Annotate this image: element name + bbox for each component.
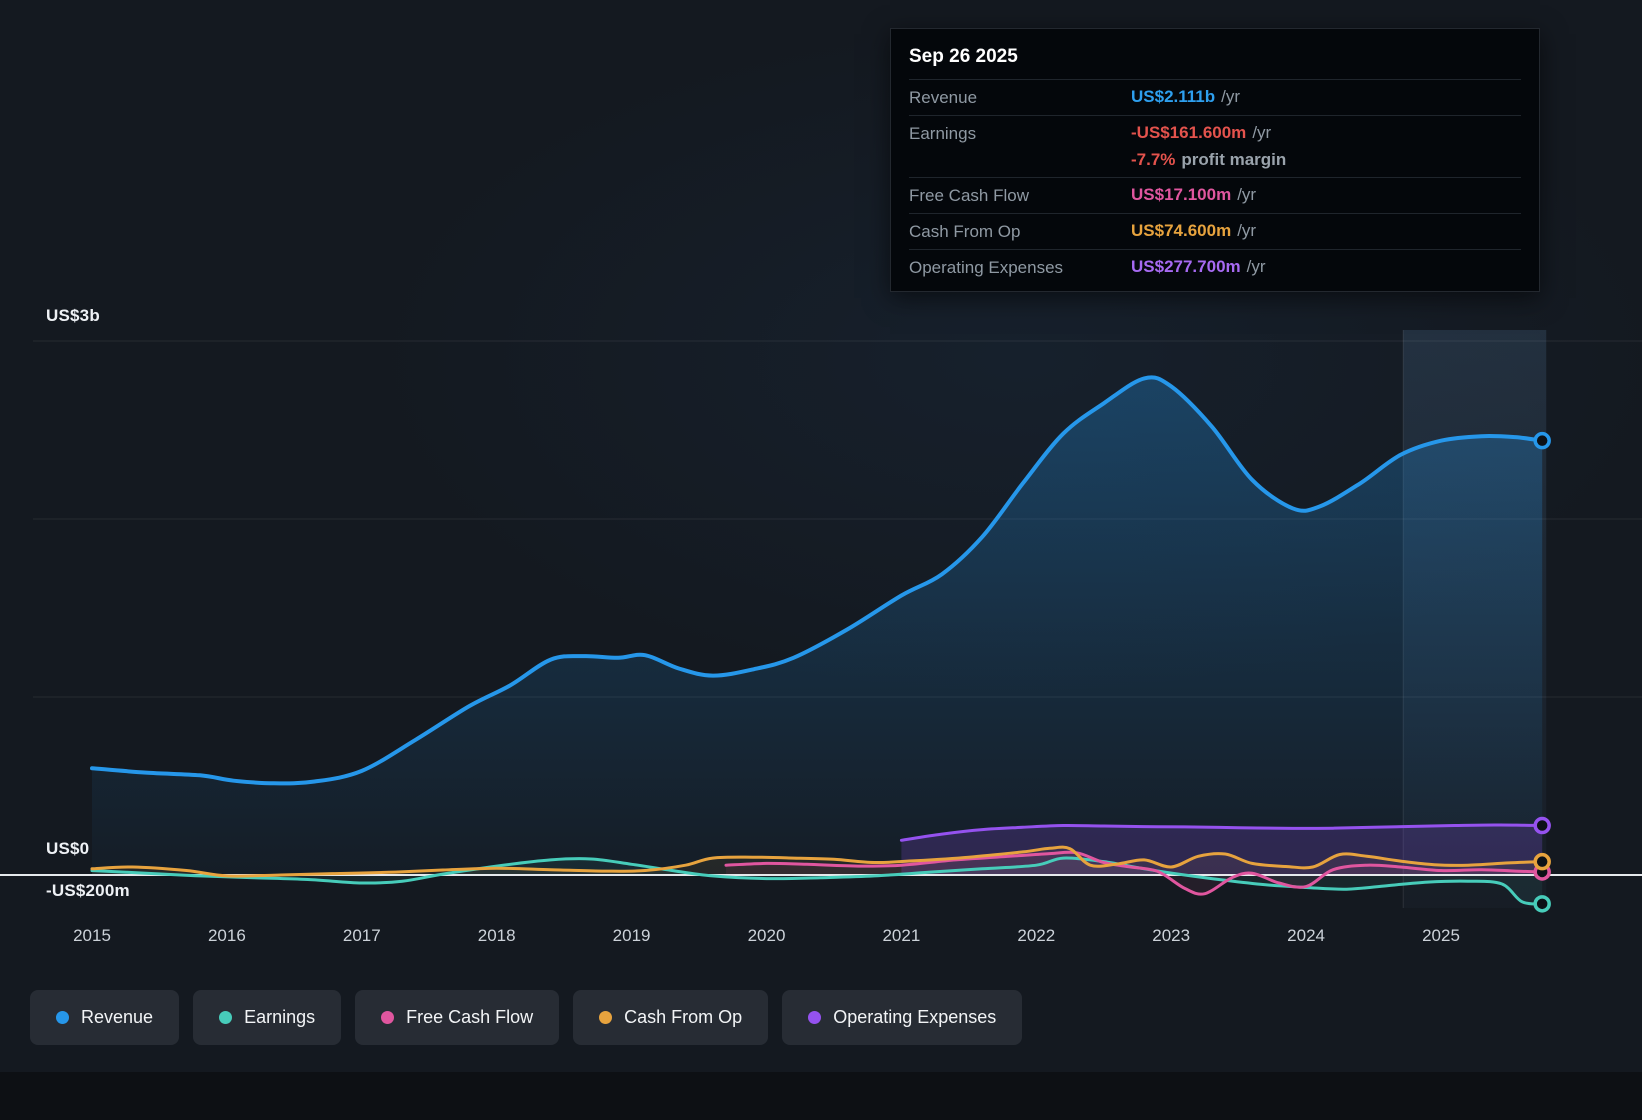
tooltip-sub-text: profit margin bbox=[1181, 150, 1287, 169]
tooltip-values: US$2.111b/yr bbox=[1131, 87, 1240, 107]
tooltip-value: US$277.700m bbox=[1131, 257, 1241, 276]
legend-item-free-cash-flow[interactable]: Free Cash Flow bbox=[355, 990, 560, 1045]
series-fills-layer bbox=[92, 377, 1543, 904]
tooltip-values: US$17.100m/yr bbox=[1131, 185, 1256, 205]
cash-from-op-line bbox=[90, 845, 1544, 878]
x-tick-2020: 2020 bbox=[747, 926, 786, 945]
x-tick-2015: 2015 bbox=[73, 926, 111, 945]
tooltip-value-suffix: /yr bbox=[1237, 221, 1257, 240]
series-lines-layer bbox=[90, 375, 1545, 906]
series-end-markers-layer bbox=[1533, 431, 1551, 913]
tooltip-label: Earnings bbox=[909, 124, 977, 143]
tooltip-row-revenue: Revenue US$2.111b/yr bbox=[909, 79, 1521, 115]
tooltip-row-free-cash-flow: Free Cash Flow US$17.100m/yr bbox=[909, 177, 1521, 213]
tooltip-value-suffix: /yr bbox=[1252, 123, 1272, 142]
revenue-area bbox=[92, 377, 1543, 875]
tooltip-values: US$74.600m/yr bbox=[1131, 221, 1256, 241]
x-axis: 2015 2016 2017 2018 2019 2020 2021 2022 2023 2024… bbox=[0, 926, 1642, 952]
tooltip-value: US$2.111b bbox=[1131, 87, 1216, 106]
tooltip-label: Free Cash Flow bbox=[909, 186, 1029, 205]
operating-expenses-end-marker[interactable] bbox=[1533, 816, 1551, 835]
tooltip-label: Revenue bbox=[909, 88, 978, 107]
x-tick-2025: 2025 bbox=[1422, 926, 1460, 945]
y-axis-label-zero: US$0 bbox=[46, 839, 90, 858]
x-tick-2017: 2017 bbox=[342, 926, 381, 945]
earnings-area bbox=[92, 858, 1543, 904]
tooltip-row-earnings: Earnings -US$161.600m/yr -7.7% profit margi… bbox=[909, 115, 1521, 177]
tooltip-value-suffix: /yr bbox=[1246, 257, 1266, 276]
x-tick-2019: 2019 bbox=[612, 926, 651, 945]
tooltip-values: US$277.700m/yr bbox=[1131, 257, 1266, 277]
y-axis-label-top: US$3b bbox=[46, 306, 100, 325]
tooltip-sub-value: -7.7% bbox=[1131, 150, 1176, 169]
x-tick-2018: 2018 bbox=[477, 926, 516, 945]
tooltip-date: Sep 26 2025 bbox=[909, 46, 1018, 67]
cash-from-op-legend-dot-icon bbox=[599, 1011, 613, 1024]
chart-legend: Revenue Earnings Free Cash Flow Cash From O… bbox=[30, 990, 1023, 1045]
tooltip-rows: Revenue US$2.111b/yr Earnings -US$161.600m /… bbox=[909, 79, 1521, 285]
earnings-end-marker[interactable] bbox=[1533, 895, 1551, 913]
x-tick-2023: 2023 bbox=[1152, 926, 1191, 945]
x-tick-2024: 2024 bbox=[1287, 926, 1326, 945]
legend-label: Cash From Op bbox=[624, 1007, 743, 1027]
legend-label: Free Cash Flow bbox=[406, 1007, 534, 1027]
earnings-legend-dot-icon bbox=[219, 1011, 233, 1024]
cash-from-op-end-marker[interactable] bbox=[1533, 852, 1551, 871]
tooltip-value-suffix: /yr bbox=[1237, 185, 1257, 204]
revenue-end-marker[interactable] bbox=[1533, 431, 1551, 450]
legend-label: Operating Expenses bbox=[833, 1007, 997, 1027]
free-cash-flow-legend-dot-icon bbox=[381, 1011, 395, 1024]
x-tick-2016: 2016 bbox=[207, 926, 246, 945]
operating-expenses-area bbox=[901, 824, 1543, 875]
y-axis-label-negative: -US$200m bbox=[46, 881, 130, 900]
tooltip-value: US$17.100m bbox=[1131, 185, 1232, 204]
chart-tooltip: Sep 26 2025 Revenue US$2.111b/yr Earnings -… bbox=[890, 28, 1540, 292]
tooltip-value: -US$161.600m bbox=[1131, 123, 1247, 142]
operating-expenses-legend-dot-icon bbox=[808, 1011, 822, 1024]
legend-item-cash-from-op[interactable]: Cash From Op bbox=[573, 990, 769, 1045]
tooltip-label: Cash From Op bbox=[909, 222, 1021, 241]
free-cash-flow-line bbox=[724, 850, 1544, 896]
bottom-strip bbox=[0, 1072, 1642, 1120]
revenue-legend-dot-icon bbox=[56, 1011, 69, 1024]
x-tick-2022: 2022 bbox=[1017, 926, 1056, 945]
tooltip-value: US$74.600m bbox=[1131, 221, 1232, 240]
earnings-line bbox=[90, 856, 1544, 906]
tooltip-values: -US$161.600m/yr -7.7% profit margin bbox=[1131, 123, 1286, 170]
legend-item-operating-expenses[interactable]: Operating Expenses bbox=[782, 990, 1023, 1045]
revenue-line bbox=[90, 375, 1545, 786]
operating-expenses-line bbox=[899, 823, 1544, 842]
x-tick-2021: 2021 bbox=[882, 926, 921, 945]
tooltip-label: Operating Expenses bbox=[909, 258, 1064, 277]
tooltip-row-operating-expenses: Operating Expenses US$277.700m/yr bbox=[909, 249, 1521, 285]
cash-from-op-area bbox=[92, 847, 1543, 877]
tooltip-row-cash-from-op: Cash From Op US$74.600m/yr bbox=[909, 213, 1521, 249]
legend-label: Revenue bbox=[81, 1007, 154, 1027]
tooltip-value-suffix: /yr bbox=[1221, 87, 1241, 106]
legend-label: Earnings bbox=[244, 1007, 316, 1027]
legend-item-earnings[interactable]: Earnings bbox=[193, 990, 342, 1045]
legend-item-revenue[interactable]: Revenue bbox=[30, 990, 180, 1045]
